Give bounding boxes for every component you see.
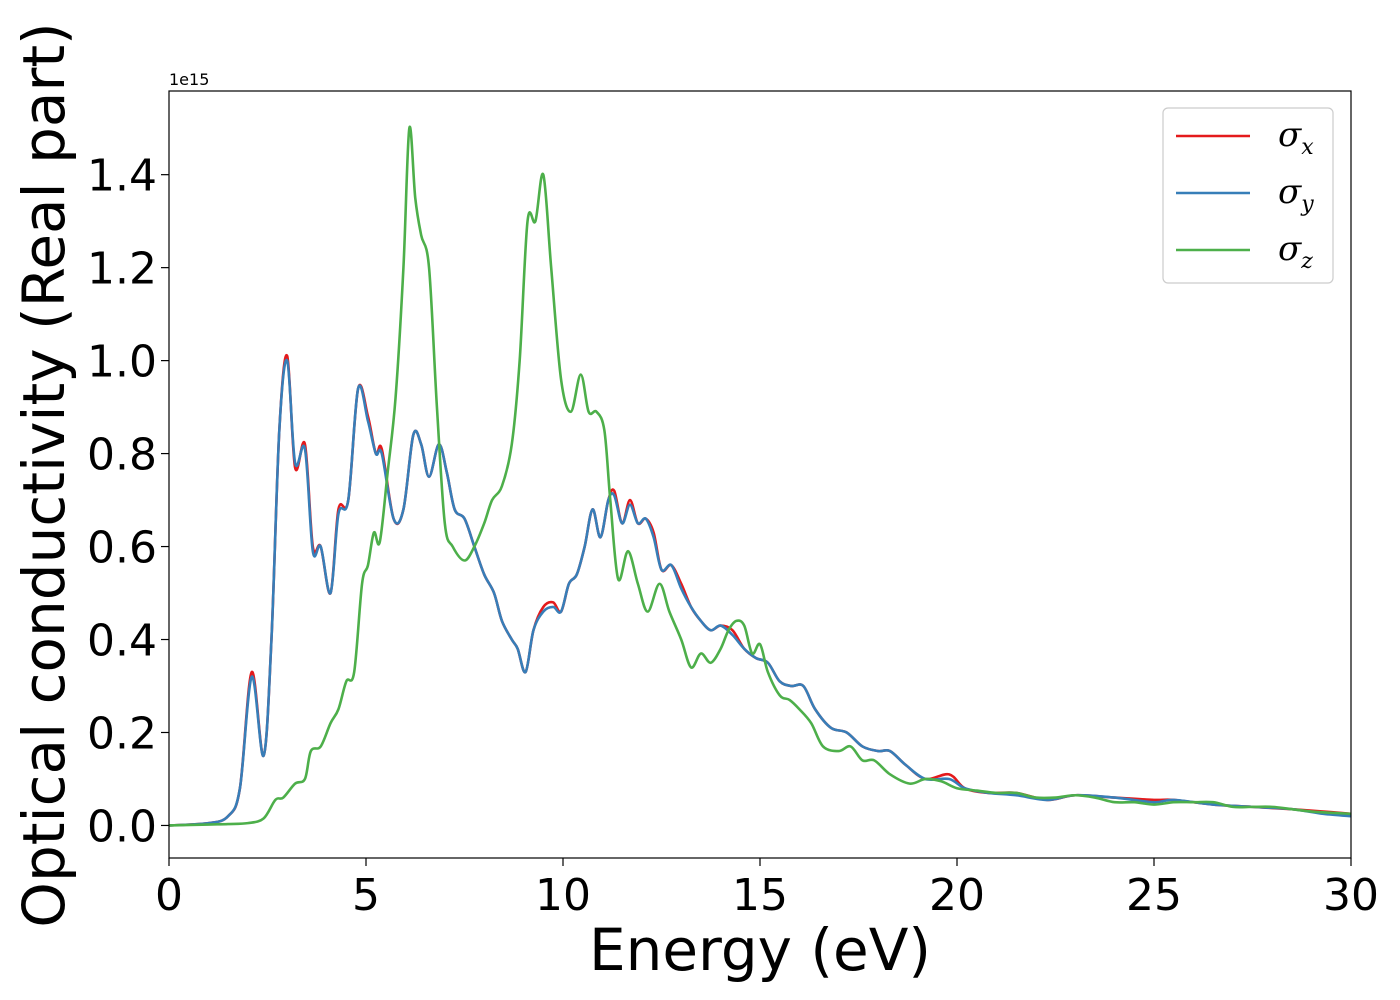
legend-box (1162, 107, 1334, 284)
x-tick-label: 20 (929, 870, 985, 921)
legend-label-y: σy (1278, 172, 1314, 217)
y-tick-label: 0.8 (87, 430, 157, 481)
y-axis-ticks: 0.0 0.2 0.4 0.6 0.8 1.0 1.2 1.4 (87, 151, 169, 852)
x-axis-ticks: 0 5 10 15 20 25 30 (155, 858, 1379, 921)
x-tick-label: 25 (1126, 870, 1182, 921)
y-offset-label: 1e15 (169, 70, 209, 89)
legend: σx σy σz (1162, 107, 1334, 284)
x-tick-label: 10 (535, 870, 591, 921)
y-axis-label: Optical conductivity (Real part) (10, 22, 78, 927)
y-tick-label: 1.0 (87, 337, 157, 388)
y-tick-label: 0.2 (87, 708, 157, 759)
series-line-y (169, 358, 1351, 827)
legend-label-z: σz (1278, 229, 1313, 274)
y-tick-label: 0.4 (87, 616, 157, 667)
series-line-x (169, 353, 1351, 827)
y-tick-label: 0.0 (87, 801, 157, 852)
series-line-z (169, 125, 1351, 827)
y-tick-label: 1.2 (87, 244, 157, 295)
series-layer (169, 125, 1351, 827)
y-tick-label: 1.4 (87, 151, 157, 202)
x-axis-label: Energy (eV) (589, 916, 931, 984)
x-tick-label: 15 (732, 870, 788, 921)
x-tick-label: 0 (155, 870, 183, 921)
x-tick-label: 5 (352, 870, 380, 921)
y-tick-label: 0.6 (87, 523, 157, 574)
x-tick-label: 30 (1323, 870, 1379, 921)
legend-label-x: σx (1278, 115, 1314, 160)
